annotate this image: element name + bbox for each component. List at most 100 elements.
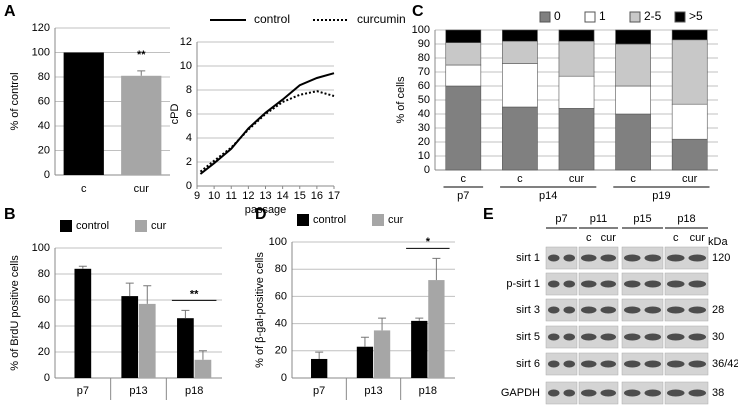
y-tick-label: 0: [186, 180, 192, 192]
y-tick-label: 80: [275, 263, 287, 275]
y-tick-label: 100: [32, 46, 50, 58]
blot-band: [600, 333, 616, 341]
y-tick-label: 80: [38, 268, 50, 280]
bar-segment: [502, 106, 538, 171]
y-tick-label: 8: [186, 84, 192, 96]
y-tick-label: 30: [418, 122, 430, 134]
x-axis-label: passage: [245, 204, 287, 216]
blot-band: [667, 360, 685, 368]
blot-band: [600, 360, 616, 368]
y-tick-label: 100: [269, 236, 287, 248]
blot-band: [644, 389, 661, 397]
group-label: p18: [677, 213, 695, 225]
legend-swatch: [60, 220, 72, 232]
bar-segment: [615, 113, 651, 171]
y-tick-label: 2: [186, 156, 192, 168]
error-bar: [125, 282, 134, 297]
x-tick-label: c: [517, 173, 523, 185]
y-axis-label: % of β-gal-positive cells: [254, 252, 266, 368]
blot-strip: [621, 246, 664, 270]
x-tick-label: 10: [208, 190, 220, 202]
blot-band: [581, 333, 597, 341]
blot-band: [548, 360, 560, 368]
y-tick-label: 20: [418, 136, 430, 148]
y-tick-label: 80: [38, 71, 50, 83]
blot-band: [667, 333, 685, 341]
y-tick-label: 40: [38, 120, 50, 132]
blot-band: [548, 306, 560, 314]
legend-label: cur: [151, 220, 167, 232]
panel-label: C: [412, 3, 424, 20]
x-tick-label: c: [81, 183, 87, 195]
blot-band: [624, 333, 641, 341]
line: [199, 90, 335, 173]
line: [199, 72, 335, 175]
blot-strip: [664, 298, 709, 322]
blot-band: [688, 360, 706, 368]
error-bar: [137, 70, 146, 76]
legend-label: 2-5: [644, 9, 662, 23]
y-tick-label: 60: [275, 290, 287, 302]
blot-strip: [664, 381, 709, 405]
blot-band: [563, 333, 575, 341]
y-tick-label: 20: [275, 345, 287, 357]
x-tick-label: p18: [419, 385, 437, 397]
blot-band: [600, 306, 616, 314]
blot-strip: [545, 246, 578, 270]
blot-strip: [578, 325, 619, 349]
blot-strip: [621, 352, 664, 376]
annotation: *: [426, 236, 431, 248]
y-tick-label: 20: [38, 346, 50, 358]
legend-label: curcumin: [357, 12, 406, 26]
group-label: p15: [633, 213, 651, 225]
blot-band: [624, 389, 641, 397]
error-bar: [143, 285, 152, 304]
x-tick-label: p7: [313, 385, 325, 397]
group-label: p19: [652, 190, 670, 202]
blot-band: [600, 280, 616, 288]
bar-segment: [445, 29, 482, 43]
bar-segment: [502, 40, 538, 64]
y-tick-label: 0: [44, 372, 50, 384]
error-bar: [415, 317, 424, 321]
x-tick-label: 16: [311, 190, 323, 202]
bar-segment: [445, 85, 482, 171]
legend-label: 0: [554, 9, 561, 23]
blot-band: [563, 360, 575, 368]
blot-strip: [664, 325, 709, 349]
blot-band: [624, 306, 641, 314]
blot-strip: [621, 298, 664, 322]
y-tick-label: 40: [418, 108, 430, 120]
group-label: p14: [539, 190, 557, 202]
y-tick-label: 100: [412, 24, 430, 36]
blot-strip: [545, 325, 578, 349]
legend-label: cur: [388, 214, 404, 226]
x-tick-label: 13: [259, 190, 271, 202]
x-tick-label: c: [630, 173, 636, 185]
bar-segment: [558, 108, 595, 171]
x-tick-label: cur: [134, 183, 150, 195]
x-tick-label: p13: [364, 385, 382, 397]
kda-label: 120: [712, 252, 730, 264]
blot-band: [581, 280, 597, 288]
bar: [121, 75, 162, 175]
bar: [373, 330, 391, 378]
blot-band: [563, 389, 575, 397]
x-tick-label: 17: [328, 190, 340, 202]
lane-label: c: [586, 232, 592, 244]
bar-segment: [615, 43, 651, 87]
row-label: sirt 3: [516, 304, 540, 316]
blot-strip: [578, 352, 619, 376]
blot-band: [581, 360, 597, 368]
blot-band: [624, 360, 641, 368]
legend-label: control: [76, 220, 109, 232]
bar: [74, 268, 92, 378]
blot-band: [688, 389, 706, 397]
blot-band: [600, 389, 616, 397]
legend-swatch: [372, 214, 384, 226]
bar: [177, 318, 194, 378]
blot-strip: [578, 272, 619, 296]
x-tick-label: p7: [77, 385, 89, 397]
kda-label: 38: [712, 387, 724, 399]
